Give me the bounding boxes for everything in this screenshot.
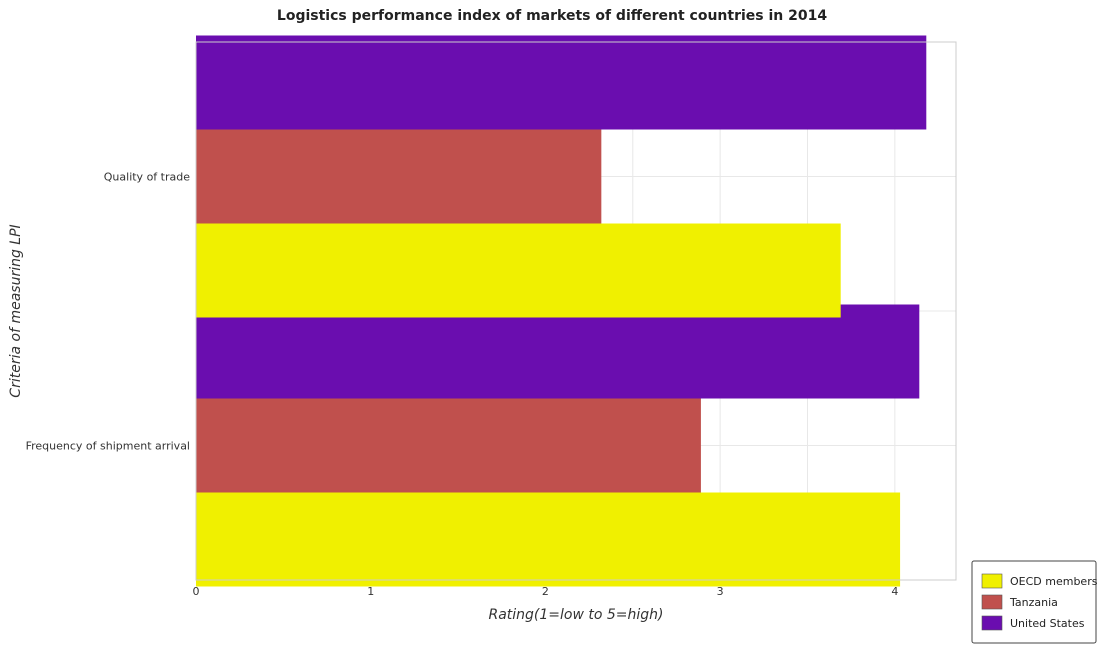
x-tick-label: 0 — [193, 585, 200, 598]
legend-swatch — [981, 573, 1003, 589]
legend-swatch — [981, 594, 1003, 610]
bar — [196, 35, 927, 130]
plot-area-frame — [195, 41, 957, 581]
legend-entry: Tanzania — [1009, 596, 1058, 609]
legend-box — [971, 560, 1097, 644]
bars — [196, 35, 927, 587]
x-tick-label: 2 — [542, 585, 549, 598]
x-tick-label: 1 — [367, 585, 374, 598]
chart-title: Logistics performance index of markets o… — [276, 8, 828, 24]
y-axis-title: Criteria of measuring LPI — [8, 224, 24, 397]
bar — [196, 223, 841, 318]
bar — [196, 492, 901, 587]
x-tick-labels: 0 1 2 3 4 — [193, 585, 899, 598]
x-tick-label: 3 — [717, 585, 724, 598]
legend-entry: United States — [1010, 617, 1085, 630]
y-tick-label: Quality of trade — [104, 171, 190, 184]
legend-entry: OECD members — [1010, 575, 1098, 588]
legend-swatch — [981, 615, 1003, 631]
x-axis-title: Rating(1=low to 5=high) — [488, 607, 663, 623]
legend: OECD members Tanzania United States — [971, 560, 1098, 644]
y-tick-labels: Frequency of shipment arrival Quality of … — [26, 171, 191, 453]
y-tick-label: Frequency of shipment arrival — [26, 440, 190, 453]
x-tick-label: 4 — [891, 585, 898, 598]
bar — [196, 398, 701, 493]
bar — [196, 304, 920, 399]
bar — [196, 129, 602, 224]
